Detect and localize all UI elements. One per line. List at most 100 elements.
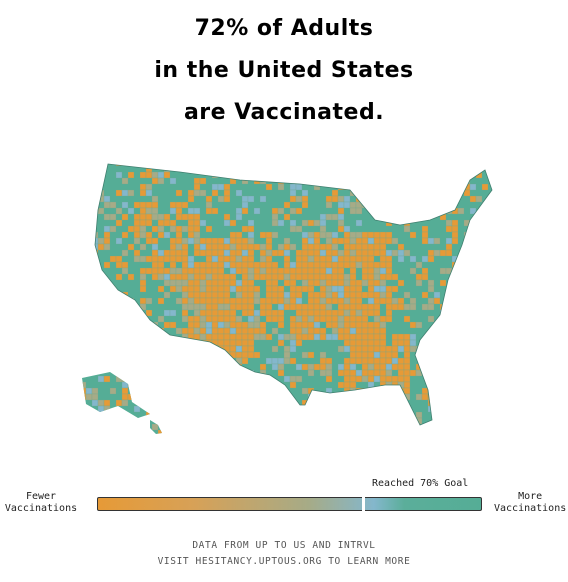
county-cell (343, 285, 351, 293)
county-cell (121, 387, 129, 395)
county-cell (265, 279, 273, 287)
county-cell (253, 207, 261, 215)
county-cell (211, 183, 219, 191)
county-cell (247, 195, 255, 203)
county-cell (121, 321, 129, 329)
county-cell (109, 345, 117, 353)
county-cell (247, 255, 255, 263)
county-cell (247, 345, 255, 353)
county-cell (313, 231, 321, 239)
county-cell (325, 291, 333, 299)
county-cell (403, 177, 411, 185)
county-cell (463, 381, 471, 389)
county-cell (247, 339, 255, 347)
county-cell (229, 261, 237, 269)
county-cell (385, 369, 393, 377)
county-cell (331, 189, 339, 197)
county-cell (433, 345, 441, 353)
county-cell (481, 243, 489, 251)
footer-link: VISIT HESITANCY.UPTOUS.ORG TO LEARN MORE (157, 556, 411, 567)
county-cell (277, 267, 285, 275)
county-cell (145, 201, 153, 209)
county-cell (439, 249, 447, 257)
county-cell (481, 273, 489, 281)
county-cell (373, 339, 381, 347)
county-cell (199, 393, 207, 401)
county-cell (349, 165, 357, 173)
county-cell (115, 189, 123, 197)
county-cell (259, 297, 267, 305)
county-cell (373, 399, 381, 407)
county-cell (457, 207, 465, 215)
county-cell (337, 315, 345, 323)
county-cell (373, 363, 381, 371)
county-cell (337, 267, 345, 275)
county-cell (295, 417, 303, 425)
county-cell (241, 327, 249, 335)
county-cell (487, 279, 492, 287)
county-cell (343, 345, 351, 353)
county-cell (475, 285, 483, 293)
county-cell (109, 423, 117, 431)
county-cell (139, 201, 147, 209)
county-cell (163, 267, 171, 275)
county-cell (175, 201, 183, 209)
county-cell (259, 327, 267, 335)
county-cell (301, 189, 309, 197)
county-cell (433, 399, 441, 407)
county-cell (379, 321, 387, 329)
county-cell (379, 189, 387, 197)
county-cell (391, 333, 399, 341)
county-cell (331, 267, 339, 275)
county-cell (181, 243, 189, 251)
county-cell (433, 171, 441, 179)
county-cell (223, 327, 231, 335)
county-cell (223, 303, 231, 311)
county-cell (349, 261, 357, 269)
county-cell (127, 243, 135, 251)
county-cell (385, 273, 393, 281)
county-cell (295, 183, 303, 191)
county-cell (217, 237, 225, 245)
county-cell (409, 423, 417, 431)
county-cell (265, 267, 273, 275)
county-cell (205, 291, 213, 299)
county-cell (109, 213, 117, 221)
county-cell (229, 429, 237, 434)
county-cell (253, 333, 261, 341)
county-cell (494, 190, 500, 196)
county-cell (139, 285, 147, 293)
county-cell (229, 231, 237, 239)
county-cell (187, 291, 195, 299)
county-cell (115, 237, 123, 245)
county-cell (289, 315, 297, 323)
county-cell (277, 363, 285, 371)
county-cell (277, 273, 285, 281)
county-cell (169, 261, 177, 269)
county-cell (487, 171, 492, 179)
county-cell (157, 405, 165, 413)
county-cell (139, 171, 147, 179)
county-cell (451, 177, 459, 185)
county-cell (331, 255, 339, 263)
county-cell (349, 255, 357, 263)
county-cell (181, 273, 189, 281)
county-cell (343, 273, 351, 281)
county-cell (331, 231, 339, 239)
county-cell (181, 369, 189, 377)
county-cell (307, 297, 315, 305)
county-cell (121, 345, 129, 353)
county-cell (457, 303, 465, 311)
county-cell (295, 291, 303, 299)
county-cell (295, 207, 303, 215)
county-cell (109, 225, 117, 233)
county-cell (409, 303, 417, 311)
county-cell (367, 399, 375, 407)
county-cell (343, 381, 351, 389)
county-cell (319, 333, 327, 341)
county-cell (373, 183, 381, 191)
county-cell (151, 213, 159, 221)
county-cell (169, 219, 177, 227)
county-cell (253, 321, 261, 329)
county-cell (271, 273, 279, 281)
